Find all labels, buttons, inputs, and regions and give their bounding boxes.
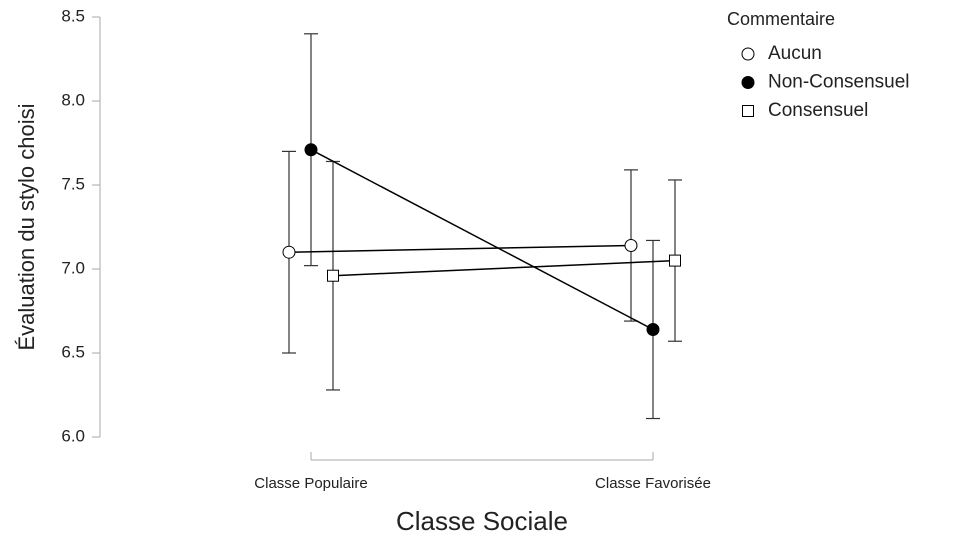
series-line [288, 244, 632, 253]
series-line [332, 259, 676, 277]
y-tick-label: 7.5 [61, 174, 85, 193]
point [282, 245, 296, 259]
legend-label: Consensuel [768, 100, 868, 121]
y-axis-title: Évaluation du stylo choisi [14, 103, 39, 350]
x-tick-label: Classe Populaire [254, 475, 367, 492]
x-axis-title: Classe Sociale [396, 506, 568, 536]
legend-marker [741, 47, 755, 61]
legend-label: Aucun [768, 43, 822, 64]
y-tick-label: 8.0 [61, 90, 85, 109]
legend-label: Non-Consensuel [768, 72, 910, 93]
point [624, 238, 638, 252]
legend-title: Commentaire [727, 9, 835, 29]
point [646, 322, 660, 336]
point [669, 254, 681, 267]
y-tick-label: 8.5 [61, 6, 85, 25]
y-tick-label: 6.0 [61, 426, 85, 445]
point [327, 269, 339, 282]
y-tick-label: 6.5 [61, 342, 85, 361]
y-tick-label: 7.0 [61, 258, 85, 277]
x-tick-label: Classe Favorisée [595, 475, 711, 492]
series-line [310, 149, 654, 331]
legend-marker [741, 76, 755, 89]
legend-marker [742, 105, 754, 117]
point [304, 143, 318, 157]
